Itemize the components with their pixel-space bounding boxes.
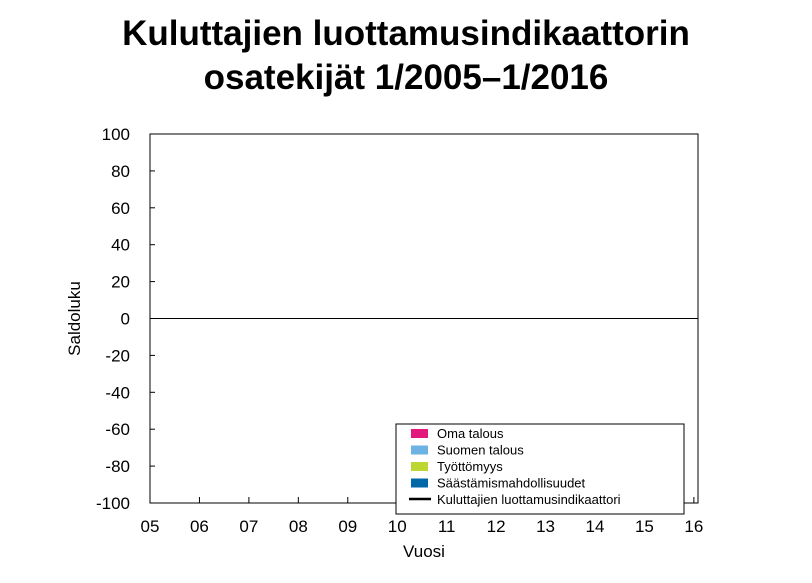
x-tick-label: 16 xyxy=(684,517,703,536)
legend-label: Suomen talous xyxy=(437,443,524,458)
legend-label: Säästämismahdollisuudet xyxy=(437,476,586,491)
chart-subtitle: osatekijät 1/2005–1/2016 xyxy=(203,58,609,97)
legend-swatch xyxy=(411,429,428,438)
x-tick-label: 12 xyxy=(487,517,506,536)
x-tick-label: 11 xyxy=(438,517,456,536)
y-tick-label: 40 xyxy=(111,236,130,255)
chart-title: Kuluttajien luottamusindikaattorin xyxy=(122,14,690,53)
legend-swatch xyxy=(411,478,428,488)
x-tick-label: 07 xyxy=(239,517,258,536)
y-tick-label: 0 xyxy=(121,310,130,329)
x-tick-label: 05 xyxy=(141,517,160,536)
legend-label: Oma talous xyxy=(437,426,504,441)
legend-swatch xyxy=(411,445,428,455)
y-tick-label: -20 xyxy=(105,346,130,365)
y-tick-label: -40 xyxy=(105,383,130,402)
x-tick-label: 15 xyxy=(635,517,654,536)
x-tick-label: 10 xyxy=(388,517,407,536)
y-tick-label: -80 xyxy=(105,457,130,476)
x-tick-label: 06 xyxy=(190,517,209,536)
legend-box xyxy=(395,423,685,515)
y-tick-label: -60 xyxy=(105,420,130,439)
x-tick-label: 13 xyxy=(536,517,555,536)
legend-swatch xyxy=(411,462,428,471)
y-axis-label: Saldoluku xyxy=(65,281,84,356)
x-tick-label: 14 xyxy=(586,517,605,536)
y-tick-label: -100 xyxy=(96,494,130,513)
y-tick-label: 100 xyxy=(102,125,130,144)
x-tick-label: 08 xyxy=(289,517,308,536)
x-axis-label: Vuosi xyxy=(403,542,445,561)
y-tick-label: 60 xyxy=(111,199,130,218)
legend-label: Työttömyys xyxy=(437,459,503,474)
x-tick-label: 09 xyxy=(338,517,357,536)
chart-title-block: Kuluttajien luottamusindikaattorin osate… xyxy=(0,12,812,100)
y-tick-label: 80 xyxy=(111,162,130,181)
y-tick-label: 20 xyxy=(111,273,130,292)
legend-label: Kuluttajien luottamusindikaattori xyxy=(437,492,621,507)
